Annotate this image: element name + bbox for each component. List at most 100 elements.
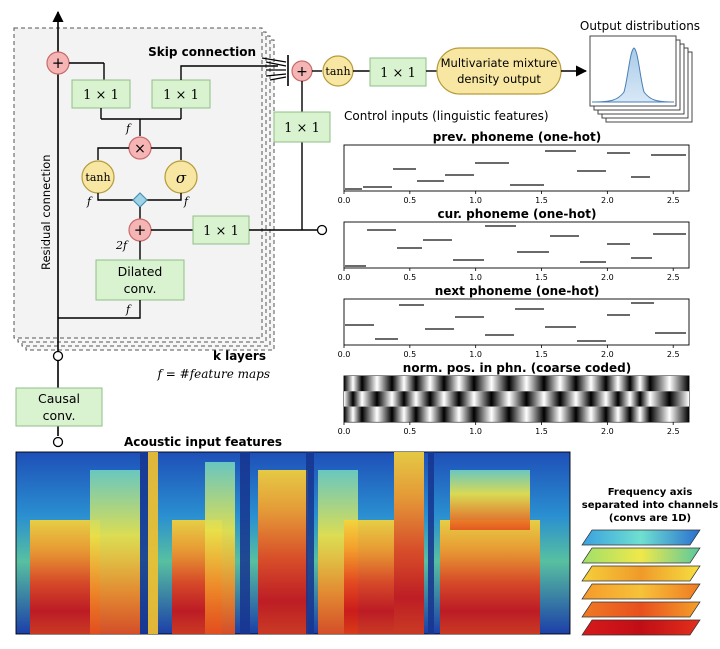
feature-maps-definition: f = #feature maps xyxy=(157,367,270,381)
time-tick-label: 0.5 xyxy=(403,196,416,205)
time-tick-label: 0.5 xyxy=(403,350,416,359)
time-tick-label: 2.0 xyxy=(601,273,614,282)
time-tick-label: 1.5 xyxy=(535,273,548,282)
position-band xyxy=(606,391,630,407)
position-band xyxy=(544,406,576,422)
position-band xyxy=(630,406,650,422)
time-tick-label: 2.0 xyxy=(601,350,614,359)
position-band xyxy=(474,376,509,392)
control-inputs-label: Control inputs (linguistic features) xyxy=(344,109,549,123)
svg-text:1 × 1: 1 × 1 xyxy=(83,88,119,103)
residual-connection-label: Residual connection xyxy=(39,154,53,270)
position-band xyxy=(416,391,444,407)
position-band xyxy=(344,391,362,407)
time-tick-label: 1.0 xyxy=(469,427,482,436)
position-band xyxy=(344,406,362,422)
position-band xyxy=(344,376,362,392)
conditioning-input-port xyxy=(316,224,328,236)
position-band xyxy=(576,376,606,392)
position-band xyxy=(416,376,444,392)
time-tick-label: 1.0 xyxy=(469,350,482,359)
position-band xyxy=(392,406,416,422)
position-band xyxy=(650,391,689,407)
spectral-region xyxy=(90,470,140,634)
svg-text:+: + xyxy=(134,221,147,239)
plot-next-phoneme xyxy=(343,298,690,346)
skip-collector xyxy=(261,55,289,86)
output-distributions-label: Output distributions xyxy=(580,19,700,33)
position-band xyxy=(362,406,392,422)
position-band xyxy=(576,391,606,407)
svg-text:σ: σ xyxy=(176,169,187,187)
plot-title-prev-phoneme: prev. phoneme (one-hot) xyxy=(433,130,602,144)
time-tick-label: 1.0 xyxy=(469,273,482,282)
silence-band xyxy=(306,452,314,634)
time-tick-label: 0.0 xyxy=(338,273,351,282)
silence-band xyxy=(240,452,250,634)
position-band xyxy=(509,391,544,407)
plot-title-cur-phoneme: cur. phoneme (one-hot) xyxy=(438,207,597,221)
position-band xyxy=(544,391,576,407)
position-band xyxy=(509,406,544,422)
dim-label-mult: f xyxy=(125,122,132,135)
position-band xyxy=(444,391,474,407)
frequency-axis-label-1: Frequency axis xyxy=(608,487,693,498)
frequency-channels xyxy=(581,529,701,636)
position-band xyxy=(474,391,509,407)
position-band xyxy=(606,406,630,422)
time-tick-label: 0.0 xyxy=(338,196,351,205)
dim-label-tanh: f xyxy=(86,195,93,208)
time-tick-label: 0.5 xyxy=(403,427,416,436)
dim-label-input: f xyxy=(125,303,132,316)
svg-text:1 × 1: 1 × 1 xyxy=(203,224,239,239)
svg-text:conv.: conv. xyxy=(124,281,157,296)
position-band xyxy=(630,391,650,407)
time-tick-label: 2.5 xyxy=(667,273,680,282)
time-tick-label: 0.5 xyxy=(403,273,416,282)
position-band xyxy=(650,406,689,422)
plot-title-position: norm. pos. in phn. (coarse coded) xyxy=(403,361,631,375)
plot-prev-phoneme xyxy=(343,144,690,192)
svg-text:tanh: tanh xyxy=(325,65,350,78)
mixture-density-output xyxy=(436,47,562,95)
position-band xyxy=(444,376,474,392)
acoustic-input-port xyxy=(52,436,64,448)
spectrogram xyxy=(15,451,571,635)
position-band xyxy=(544,376,576,392)
dim-label-2f: 2f xyxy=(115,239,129,252)
position-band xyxy=(392,376,416,392)
time-axis-next: 0.0 0.5 1.0 1.5 2.0 2.5 xyxy=(338,345,680,359)
conv-1x1-output xyxy=(369,57,427,87)
time-tick-label: 2.5 xyxy=(667,196,680,205)
svg-text:+: + xyxy=(296,64,308,80)
time-tick-label: 2.0 xyxy=(601,427,614,436)
spectral-region xyxy=(205,462,235,634)
spectral-region xyxy=(394,452,424,634)
frequency-axis-label-3: (convs are 1D) xyxy=(609,513,691,524)
time-axis-prev: 0.0 0.5 1.0 1.5 2.0 2.5 xyxy=(338,191,680,205)
residual-add-symbol: + xyxy=(52,54,65,72)
position-band xyxy=(576,406,606,422)
time-tick-label: 0.0 xyxy=(338,350,351,359)
position-band xyxy=(474,406,509,422)
svg-text:Multivariate mixture: Multivariate mixture xyxy=(441,56,558,70)
time-tick-label: 1.5 xyxy=(535,196,548,205)
position-band xyxy=(650,376,689,392)
time-axis-position: 0.0 0.5 1.0 1.5 2.0 2.5 xyxy=(338,422,680,436)
position-band xyxy=(416,406,444,422)
position-band xyxy=(362,376,392,392)
position-band xyxy=(630,376,650,392)
plot-cur-phoneme xyxy=(343,221,690,269)
time-tick-label: 1.0 xyxy=(469,196,482,205)
svg-text:conv.: conv. xyxy=(43,408,76,423)
frequency-axis-label-2: separated into channels xyxy=(582,500,718,511)
layer-stack xyxy=(13,27,275,351)
control-feature-plots: prev. phoneme (one-hot) 0.0 0.5 1.0 1.5 2.0 2… xyxy=(338,130,690,436)
time-axis-cur: 0.0 0.5 1.0 1.5 2.0 2.5 xyxy=(338,268,680,282)
svg-text:Causal: Causal xyxy=(38,391,80,406)
svg-text:1 × 1: 1 × 1 xyxy=(284,121,320,136)
skip-connection-label: Skip connection xyxy=(148,45,256,59)
plot-title-next-phoneme: next phoneme (one-hot) xyxy=(435,284,600,298)
spectral-region xyxy=(148,452,158,634)
spectral-region xyxy=(258,470,308,634)
